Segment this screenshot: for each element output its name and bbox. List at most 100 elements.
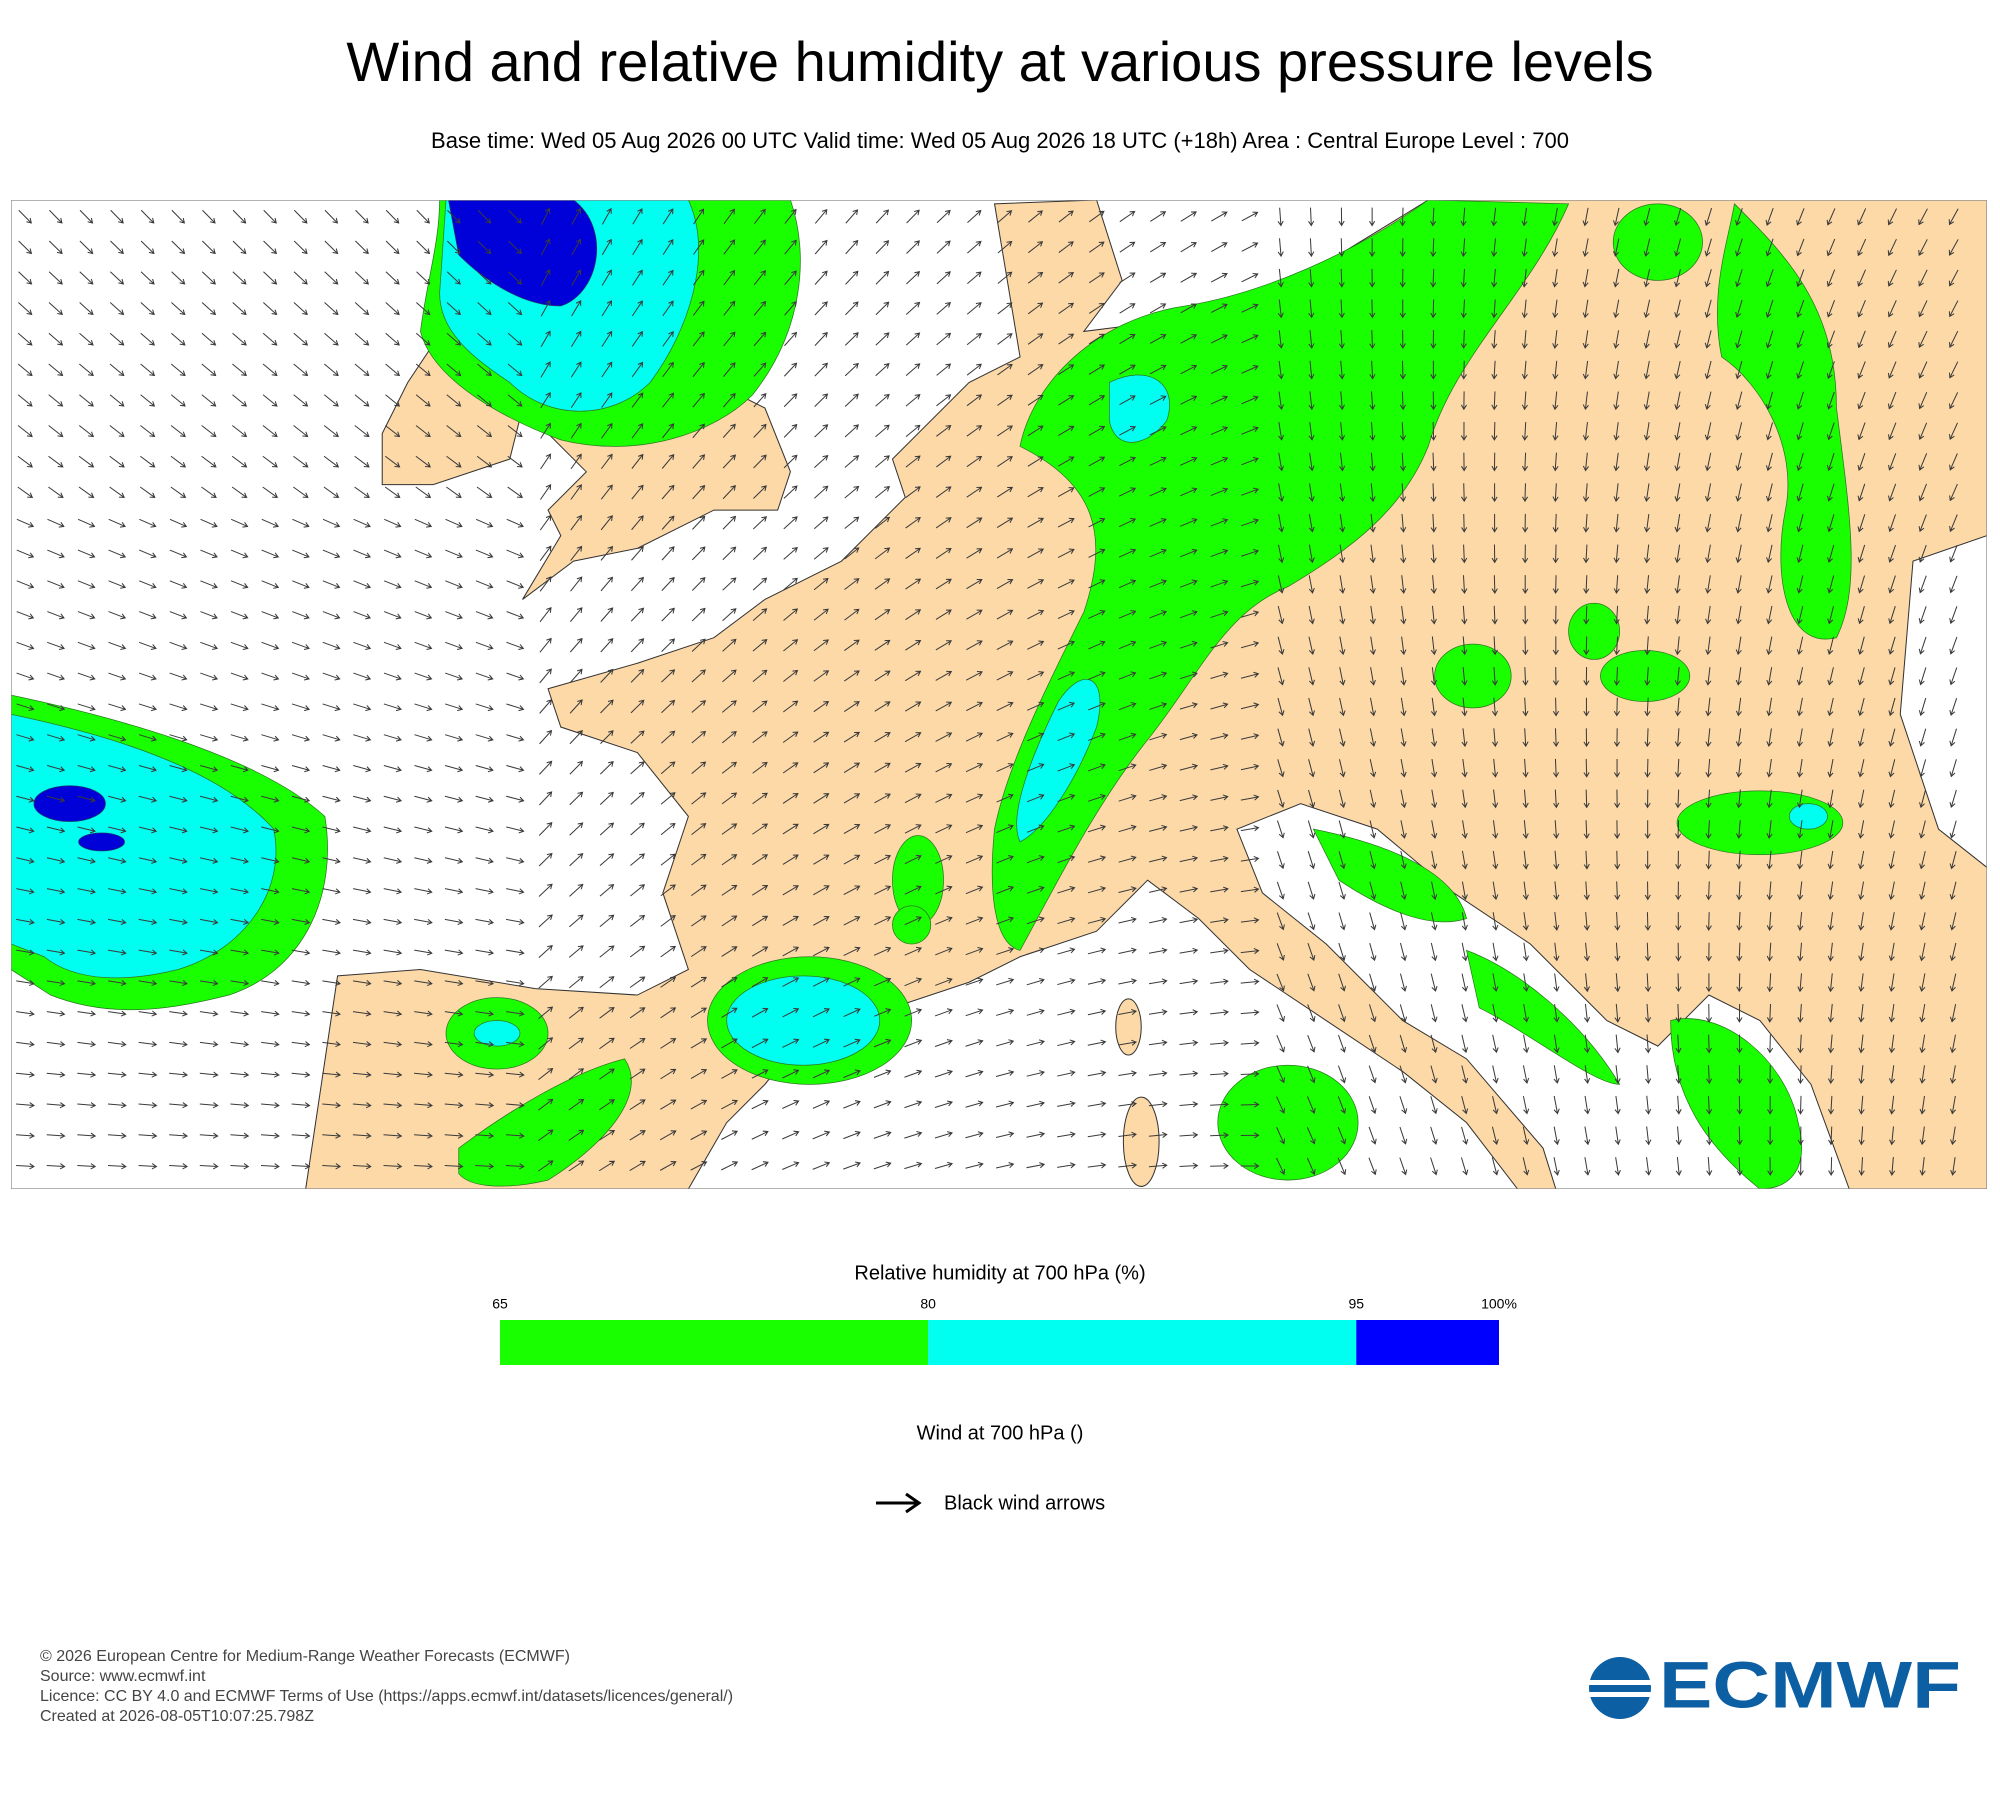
wind-arrow bbox=[935, 701, 953, 712]
wind-arrow bbox=[1735, 636, 1742, 656]
wind-arrow bbox=[1306, 1127, 1316, 1145]
wind-arrow bbox=[601, 207, 612, 225]
wind-arrow bbox=[169, 1132, 189, 1139]
wind-arrow bbox=[110, 271, 125, 285]
wind-arrow bbox=[904, 977, 923, 987]
wind-arrow bbox=[1522, 667, 1529, 686]
wind-arrow bbox=[1087, 978, 1107, 985]
wind-arrow bbox=[1675, 1157, 1682, 1176]
wind-arrow bbox=[230, 518, 249, 528]
wind-arrow bbox=[475, 826, 494, 834]
wind-arrow bbox=[292, 518, 310, 528]
wind-arrow bbox=[1675, 850, 1682, 870]
wind-arrow bbox=[138, 949, 158, 956]
wind-arrow bbox=[1826, 391, 1835, 410]
wind-arrow bbox=[1675, 942, 1682, 962]
wind-arrow bbox=[1149, 886, 1168, 893]
wind-arrow bbox=[1461, 544, 1468, 564]
wind-arrow bbox=[996, 701, 1014, 712]
wind-arrow bbox=[1277, 759, 1285, 778]
footer-line: Created at 2026-08-05T10:07:25.798Z bbox=[40, 1708, 314, 1725]
wind-arrow bbox=[1857, 330, 1866, 349]
wind-arrow bbox=[875, 424, 890, 438]
wind-arrow bbox=[1918, 483, 1928, 502]
wind-arrow bbox=[1276, 1035, 1285, 1053]
wind-arrow bbox=[1735, 391, 1743, 410]
wind-arrow bbox=[753, 423, 767, 438]
wind-arrow bbox=[601, 392, 613, 408]
wind-arrow bbox=[1461, 728, 1468, 748]
wind-arrow bbox=[630, 607, 645, 622]
wind-arrow bbox=[1552, 360, 1559, 380]
wind-arrow bbox=[1118, 671, 1137, 680]
wind-arrow bbox=[1918, 697, 1927, 717]
wind-arrow bbox=[475, 734, 494, 742]
wind-arrow bbox=[995, 1161, 1015, 1169]
wind-arrow bbox=[690, 1038, 708, 1049]
wind-arrow bbox=[475, 1132, 495, 1139]
wind-arrow bbox=[1240, 1162, 1260, 1170]
wind-arrow bbox=[1179, 579, 1198, 588]
wind-arrow bbox=[1918, 544, 1927, 563]
wind-arrow bbox=[1857, 208, 1867, 226]
wind-arrow bbox=[1796, 667, 1804, 686]
wind-arrow bbox=[1766, 942, 1773, 962]
wind-arrow bbox=[353, 672, 372, 681]
wind-arrow bbox=[843, 1130, 861, 1140]
wind-arrow bbox=[935, 670, 953, 681]
wind-arrow bbox=[1857, 544, 1866, 563]
wind-arrow bbox=[1918, 575, 1927, 594]
wind-arrow bbox=[1179, 1009, 1199, 1016]
wind-arrow bbox=[230, 672, 249, 681]
wind-arrow bbox=[1827, 1095, 1835, 1115]
wind-arrow bbox=[1149, 916, 1168, 924]
wind-arrow bbox=[1491, 452, 1498, 472]
wind-arrow bbox=[1430, 422, 1437, 441]
humidity-area bbox=[1716, 203, 1852, 640]
wind-arrow bbox=[1644, 575, 1651, 595]
wind-arrow bbox=[1277, 238, 1284, 258]
wind-arrow bbox=[1704, 238, 1712, 257]
wind-arrow bbox=[598, 1130, 616, 1141]
wind-arrow bbox=[692, 515, 706, 530]
wind-arrow bbox=[108, 1041, 127, 1048]
wind-arrow bbox=[1735, 360, 1743, 380]
wind-arrow bbox=[1027, 671, 1045, 681]
wind-arrow bbox=[108, 826, 127, 834]
wind-arrow bbox=[201, 486, 217, 499]
wind-arrow bbox=[1766, 758, 1773, 778]
wind-arrow bbox=[170, 455, 187, 468]
wind-arrow bbox=[1400, 728, 1407, 748]
wind-arrow bbox=[812, 1069, 831, 1079]
wind-arrow bbox=[661, 576, 675, 591]
wind-arrow bbox=[1919, 973, 1926, 993]
wind-arrow bbox=[1521, 360, 1528, 380]
wind-arrow bbox=[107, 979, 127, 987]
wind-arrow bbox=[354, 302, 370, 316]
wind-arrow bbox=[414, 795, 433, 803]
wind-arrow bbox=[1307, 1035, 1316, 1053]
wind-arrow bbox=[1210, 641, 1229, 649]
wind-arrow bbox=[107, 1163, 127, 1170]
wind-arrow bbox=[935, 793, 953, 803]
wind-arrow bbox=[1026, 977, 1045, 986]
wind-arrow bbox=[201, 425, 217, 438]
wind-arrow bbox=[875, 270, 890, 285]
wind-arrow bbox=[1613, 391, 1620, 411]
wind-arrow bbox=[1643, 391, 1650, 411]
wind-arrow bbox=[1919, 789, 1927, 809]
wind-arrow bbox=[1211, 242, 1228, 253]
wind-arrow bbox=[1613, 667, 1620, 686]
wind-arrow bbox=[444, 979, 464, 987]
wind-arrow bbox=[201, 271, 216, 285]
wind-arrow bbox=[1613, 636, 1620, 656]
wind-arrow bbox=[1857, 697, 1865, 717]
wind-arrow bbox=[997, 240, 1013, 254]
wind-arrow bbox=[662, 361, 674, 378]
wind-arrow bbox=[291, 1163, 311, 1170]
wind-arrow bbox=[1308, 483, 1315, 503]
wind-arrow bbox=[1887, 300, 1897, 318]
wind-arrow bbox=[1613, 207, 1620, 227]
wind-arrow bbox=[1276, 912, 1285, 931]
wind-arrow bbox=[1148, 1070, 1168, 1077]
